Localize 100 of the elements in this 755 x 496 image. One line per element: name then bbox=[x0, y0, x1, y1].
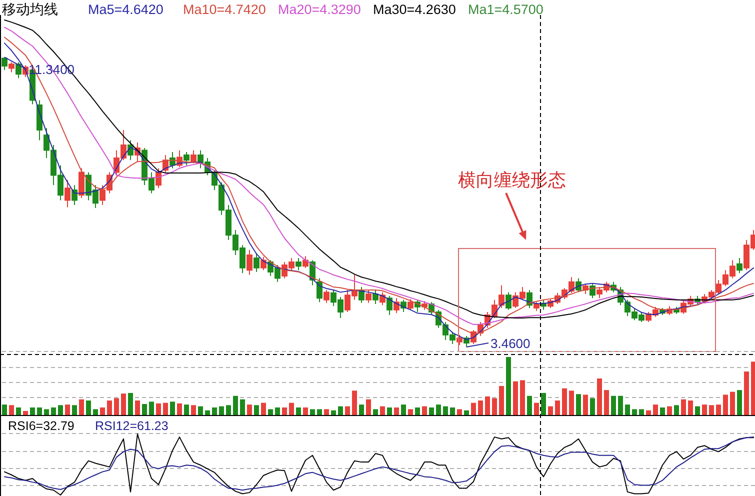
bar bbox=[198, 406, 203, 415]
bar bbox=[541, 392, 546, 415]
bar bbox=[114, 398, 119, 415]
bar bbox=[387, 407, 392, 415]
bar bbox=[289, 402, 294, 415]
bar bbox=[688, 400, 693, 415]
candlestick bbox=[324, 289, 330, 304]
bar bbox=[310, 409, 315, 415]
bar bbox=[177, 403, 182, 415]
bar bbox=[632, 409, 637, 415]
bar bbox=[51, 407, 56, 415]
bar bbox=[275, 407, 280, 415]
candlestick bbox=[260, 256, 266, 271]
candlestick bbox=[736, 257, 742, 274]
bar bbox=[205, 410, 210, 415]
bar bbox=[730, 392, 735, 415]
bar bbox=[37, 407, 42, 415]
candlestick bbox=[8, 62, 14, 73]
bar bbox=[569, 390, 574, 415]
candlestick bbox=[506, 292, 512, 310]
candlestick bbox=[16, 62, 22, 79]
candlestick bbox=[78, 168, 84, 199]
bar bbox=[499, 386, 504, 415]
bar bbox=[191, 405, 196, 415]
bar bbox=[30, 407, 35, 415]
bar bbox=[16, 407, 21, 415]
bar bbox=[86, 400, 91, 415]
bar bbox=[44, 409, 49, 415]
bar bbox=[625, 404, 630, 415]
bar bbox=[128, 392, 133, 415]
candlestick bbox=[190, 150, 196, 164]
bar bbox=[303, 407, 308, 415]
bar bbox=[2, 404, 7, 415]
bar bbox=[373, 409, 378, 415]
bar bbox=[79, 399, 84, 415]
candlestick bbox=[2, 56, 8, 71]
bar bbox=[450, 407, 455, 415]
bar bbox=[751, 362, 755, 415]
text: RSI6=32.79 bbox=[8, 419, 74, 433]
chart-title: 移动均线 bbox=[2, 1, 58, 17]
bar bbox=[149, 402, 154, 415]
bar bbox=[401, 404, 406, 415]
bar bbox=[296, 407, 301, 415]
candlestick bbox=[156, 168, 162, 189]
bar bbox=[674, 405, 679, 415]
candlestick bbox=[582, 284, 588, 295]
bar bbox=[100, 407, 105, 415]
bar bbox=[58, 405, 63, 415]
bar bbox=[170, 402, 175, 415]
bar bbox=[520, 380, 525, 415]
bar bbox=[429, 407, 434, 415]
bar bbox=[527, 396, 532, 415]
bar bbox=[716, 404, 721, 415]
candlestick bbox=[296, 257, 302, 271]
text: Ma30=4.2630 bbox=[373, 2, 456, 17]
bar bbox=[667, 406, 672, 415]
bar bbox=[226, 405, 231, 415]
bar bbox=[380, 406, 385, 415]
bar bbox=[135, 400, 140, 415]
bar bbox=[702, 404, 707, 415]
candlestick bbox=[302, 256, 308, 268]
bar bbox=[415, 407, 420, 415]
candlestick bbox=[246, 249, 252, 276]
bar bbox=[604, 390, 609, 415]
bar bbox=[513, 381, 518, 415]
candlestick bbox=[372, 289, 378, 304]
bar bbox=[471, 402, 476, 415]
bar bbox=[9, 405, 14, 415]
bar bbox=[254, 405, 259, 415]
bar bbox=[506, 357, 511, 415]
series-label: RSI12=61.23 bbox=[95, 419, 168, 433]
candlestick bbox=[534, 302, 540, 312]
bar bbox=[660, 407, 665, 415]
bar bbox=[709, 405, 714, 415]
bar bbox=[723, 394, 728, 415]
bar bbox=[240, 399, 245, 415]
candlestick bbox=[316, 278, 322, 303]
bar bbox=[639, 409, 644, 415]
bar bbox=[422, 406, 427, 415]
bar bbox=[317, 409, 322, 415]
bar bbox=[464, 410, 469, 415]
text: Ma5=4.6420 bbox=[88, 2, 164, 17]
bar bbox=[744, 372, 749, 415]
bar bbox=[562, 388, 567, 415]
candlestick bbox=[408, 298, 414, 310]
bar bbox=[597, 378, 602, 415]
bar bbox=[324, 409, 329, 415]
text: Ma10=4.7420 bbox=[183, 2, 266, 17]
bar bbox=[394, 407, 399, 415]
bar bbox=[366, 399, 371, 415]
text: Ma1=4.5700 bbox=[468, 2, 544, 17]
bar bbox=[247, 404, 252, 415]
bar bbox=[681, 399, 686, 415]
bar bbox=[156, 403, 161, 415]
bar bbox=[163, 402, 168, 415]
bar bbox=[331, 410, 336, 415]
candlestick bbox=[184, 152, 190, 166]
bar bbox=[23, 410, 28, 415]
bar bbox=[93, 409, 98, 415]
bar bbox=[72, 405, 77, 415]
